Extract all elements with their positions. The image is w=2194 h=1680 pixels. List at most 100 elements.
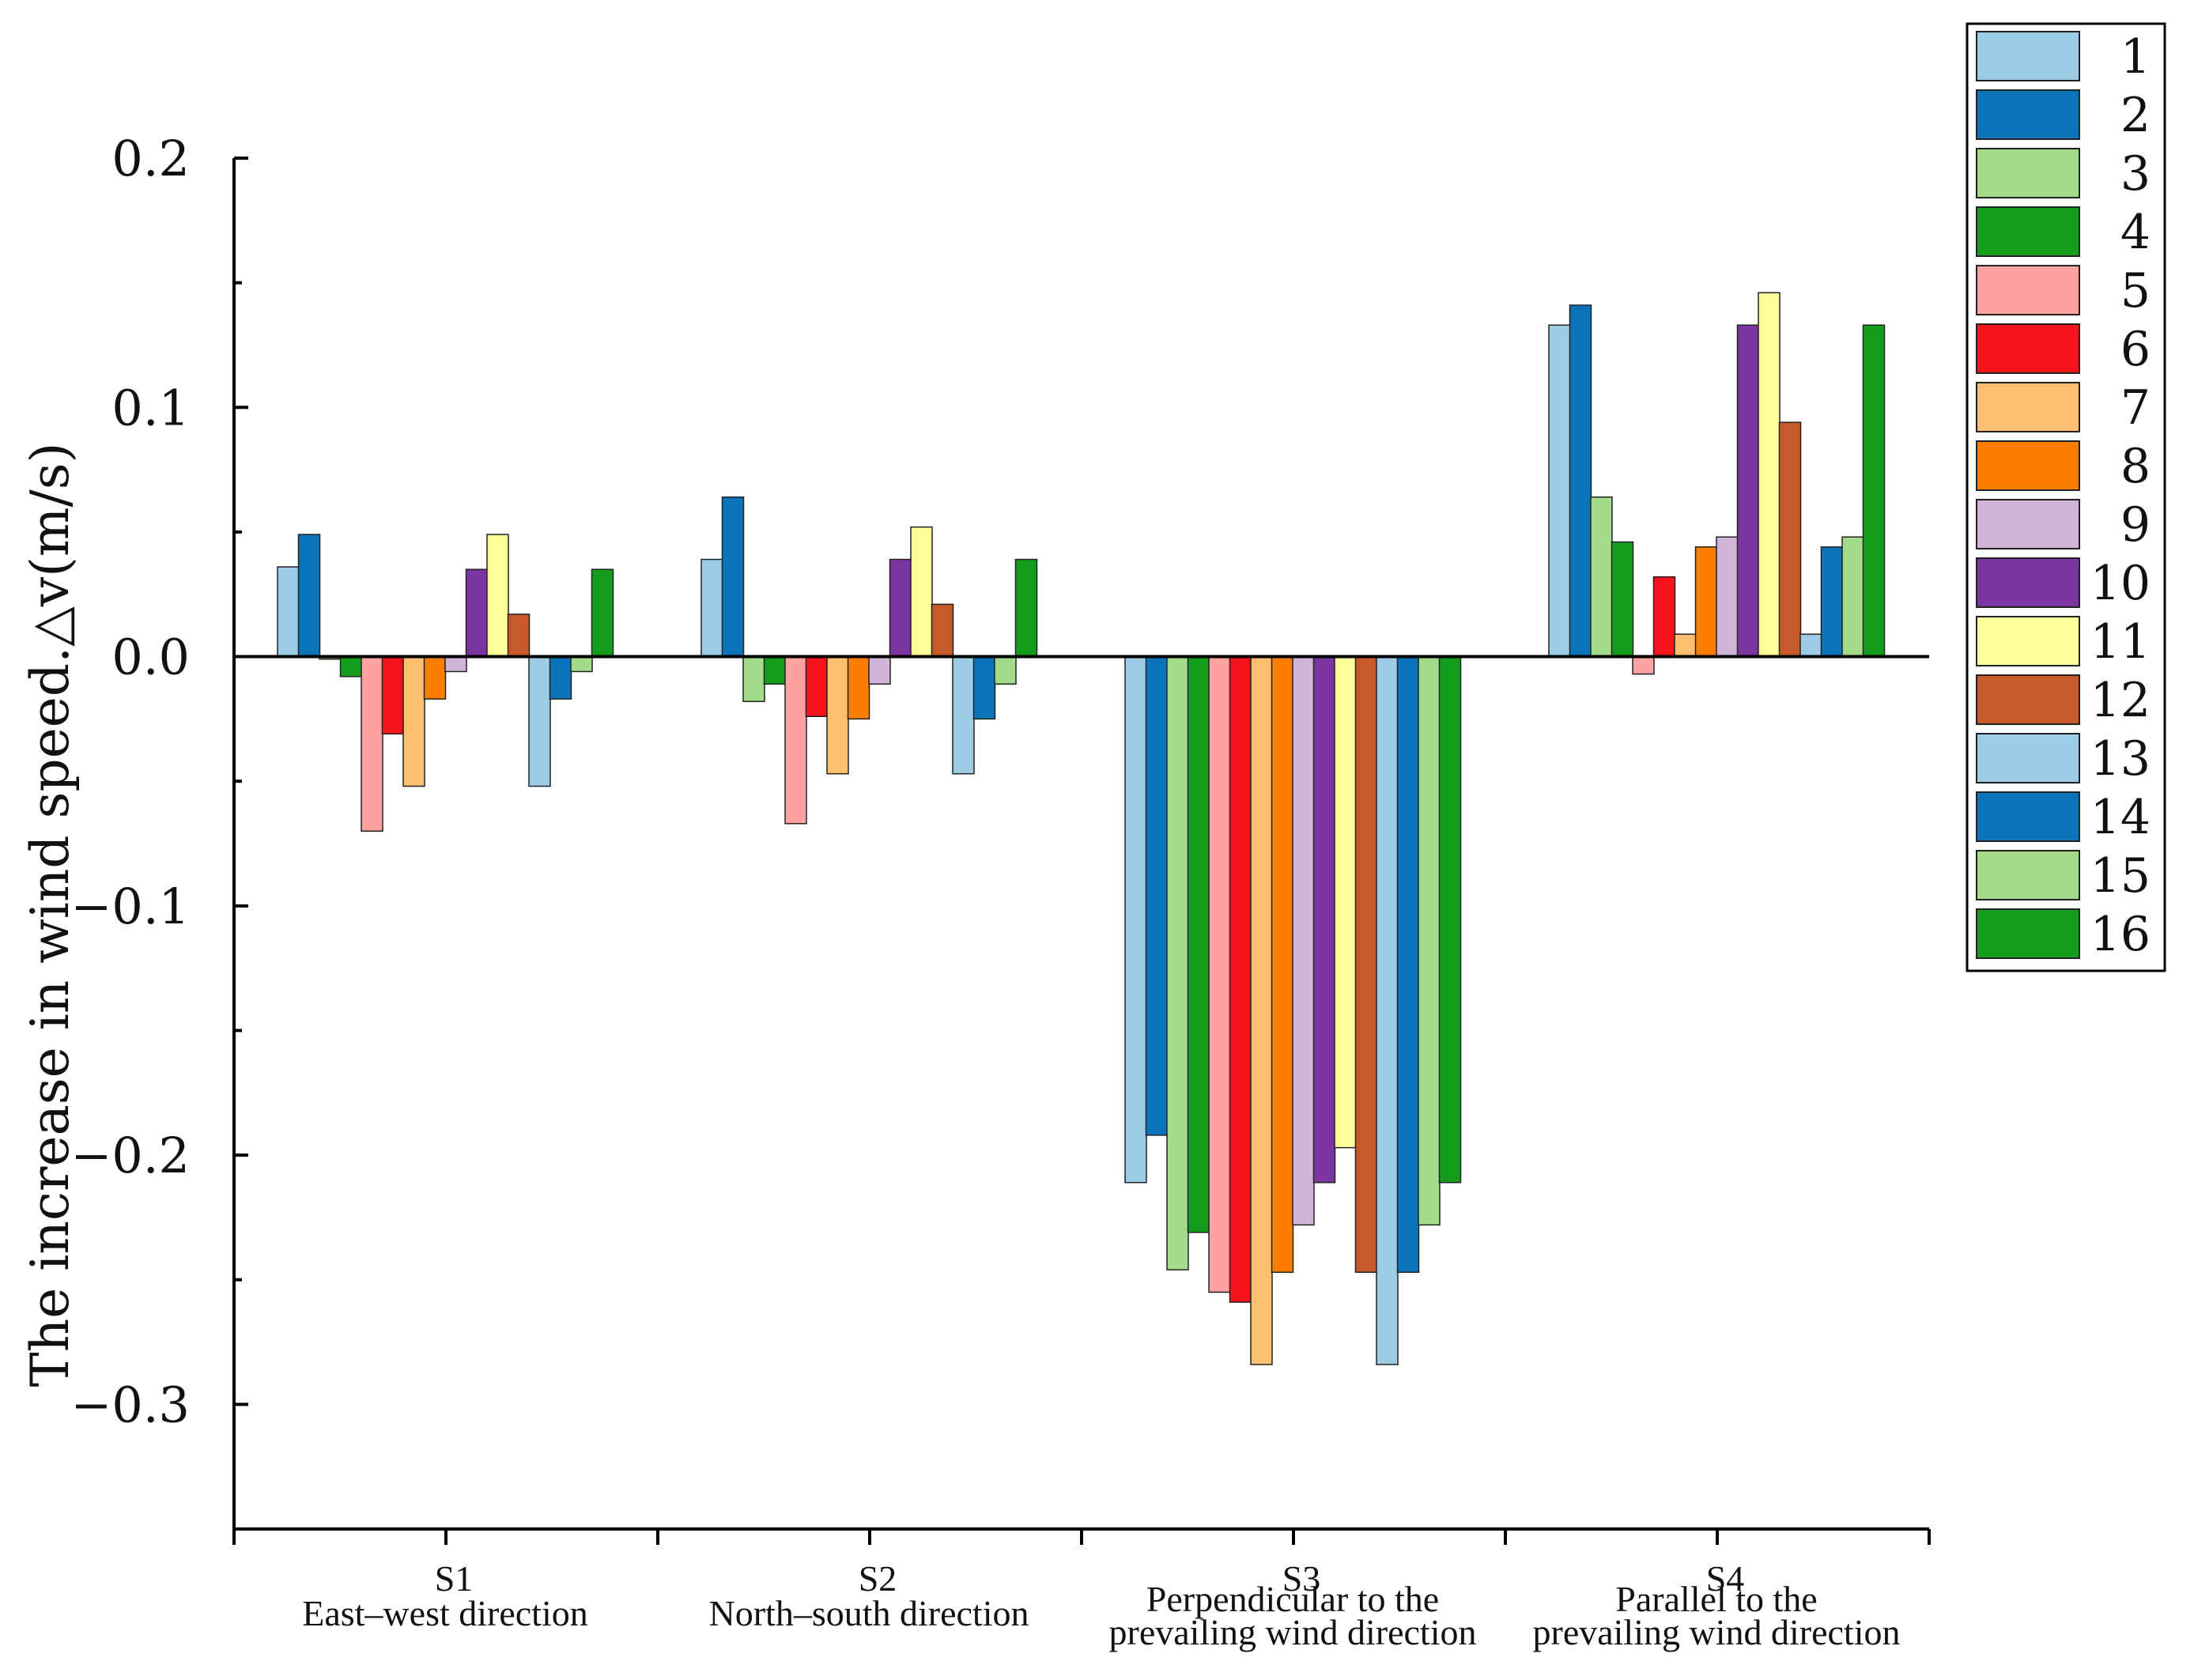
legend-swatch bbox=[1976, 557, 2080, 608]
bar-series-15-S1 bbox=[570, 655, 593, 673]
bar-series-3-S4 bbox=[1590, 496, 1613, 658]
legend-swatch bbox=[1976, 323, 2080, 374]
y-ticks: 0.2 0.1 0.0 −0.1 −0.2 −0.3 bbox=[70, 130, 248, 1531]
bar-series-6-S4 bbox=[1652, 576, 1676, 658]
legend-swatch bbox=[1976, 791, 2080, 842]
x-category-desc: Parallel to the bbox=[1615, 1579, 1817, 1619]
legend-label: 12 bbox=[2090, 673, 2151, 728]
legend-swatch bbox=[1976, 89, 2080, 140]
legend-swatch bbox=[1976, 382, 2080, 432]
y-axis-title: The increase in wind speed.△v(m/s) bbox=[20, 443, 81, 1387]
x-category-code: S3 bbox=[1282, 1558, 1321, 1599]
x-category-code: S1 bbox=[435, 1558, 474, 1599]
legend-swatch bbox=[1976, 148, 2080, 198]
bar-series-11-S1 bbox=[486, 534, 509, 658]
legend-label: 16 bbox=[2090, 907, 2151, 962]
bar-series-4-S1 bbox=[339, 655, 363, 678]
legend-swatch bbox=[1976, 616, 2080, 666]
legend-label: 6 bbox=[2120, 322, 2151, 377]
legend-label: 10 bbox=[2090, 556, 2151, 611]
y-tick-label: 0.1 bbox=[111, 379, 190, 436]
bar-series-11-S3 bbox=[1334, 655, 1357, 1149]
bar-series-1-S3 bbox=[1124, 655, 1147, 1184]
legend-swatch bbox=[1976, 908, 2080, 959]
bar-series-5-S1 bbox=[361, 655, 383, 832]
bar-series-5-S4 bbox=[1632, 655, 1655, 675]
bar-series-7-S1 bbox=[402, 655, 425, 787]
bar-series-4-S4 bbox=[1611, 541, 1634, 658]
x-category-code: S2 bbox=[859, 1558, 897, 1599]
bar-series-16-S2 bbox=[1014, 558, 1038, 658]
legend-swatch bbox=[1976, 850, 2080, 900]
axes-layer bbox=[232, 158, 1929, 1531]
bar-series-4-S3 bbox=[1187, 655, 1210, 1233]
bar-series-13-S3 bbox=[1376, 655, 1399, 1365]
legend-label: 14 bbox=[2090, 790, 2151, 845]
bar-series-8-S4 bbox=[1694, 546, 1718, 658]
bar-series-7-S4 bbox=[1674, 633, 1697, 658]
bar-series-5-S3 bbox=[1208, 655, 1231, 1293]
legend-label: 2 bbox=[2120, 88, 2151, 143]
bar-series-2-S4 bbox=[1569, 304, 1592, 658]
x-category-desc: Perpendicular to the bbox=[1146, 1579, 1439, 1619]
legend-swatch bbox=[1976, 674, 2080, 725]
bar-series-2-S1 bbox=[297, 534, 321, 658]
bar-series-12-S2 bbox=[931, 603, 954, 658]
bar-series-11-S2 bbox=[910, 526, 933, 658]
bar-series-10-S2 bbox=[889, 558, 912, 658]
bar-series-12-S4 bbox=[1778, 421, 1802, 658]
bar-series-4-S2 bbox=[763, 655, 787, 685]
x-category-desc: East–west direction bbox=[302, 1593, 588, 1633]
legend-label: 13 bbox=[2090, 731, 2151, 787]
bar-series-10-S1 bbox=[465, 568, 489, 658]
legend-label: 11 bbox=[2090, 614, 2151, 670]
bar-series-9-S4 bbox=[1716, 536, 1739, 658]
bar-series-8-S2 bbox=[847, 655, 870, 720]
legend-swatch bbox=[1976, 440, 2080, 491]
y-tick-label: 0.2 bbox=[111, 130, 190, 187]
bar-series-15-S2 bbox=[994, 655, 1017, 685]
x-category-desc-2: prevailing wind direction bbox=[1533, 1612, 1901, 1652]
bar-series-2-S2 bbox=[721, 496, 745, 658]
legend-swatch bbox=[1976, 31, 2080, 81]
bar-series-10-S4 bbox=[1736, 324, 1760, 658]
bar-series-11-S4 bbox=[1758, 292, 1781, 658]
bar-series-9-S2 bbox=[868, 655, 891, 685]
bar-series-7-S3 bbox=[1250, 655, 1273, 1365]
legend-label: 3 bbox=[2120, 146, 2151, 202]
y-tick-label: −0.3 bbox=[70, 1376, 190, 1433]
legend-swatch bbox=[1976, 206, 2080, 257]
bar-series-3-S2 bbox=[742, 655, 765, 703]
bar-series-8-S3 bbox=[1271, 655, 1294, 1274]
bar-series-12-S1 bbox=[507, 613, 531, 658]
bar-series-13-S2 bbox=[952, 655, 975, 775]
bar-series-7-S2 bbox=[826, 655, 849, 775]
legend-swatch bbox=[1976, 733, 2080, 783]
bars-layer bbox=[277, 292, 1886, 1365]
bar-series-1-S2 bbox=[700, 558, 723, 658]
bar-series-14-S3 bbox=[1396, 655, 1420, 1274]
bar-series-13-S4 bbox=[1799, 633, 1822, 658]
bar-series-1-S4 bbox=[1548, 324, 1571, 658]
legend-label: 5 bbox=[2120, 263, 2151, 319]
bar-series-6-S2 bbox=[805, 655, 829, 717]
legend-label: 7 bbox=[2120, 380, 2151, 436]
legend-label: 1 bbox=[2120, 29, 2151, 85]
bar-series-16-S4 bbox=[1862, 324, 1886, 658]
x-category-desc-2: prevailing wind direction bbox=[1109, 1612, 1477, 1652]
legend-swatch bbox=[1976, 499, 2080, 549]
legend-label: 9 bbox=[2120, 497, 2151, 553]
bar-series-2-S3 bbox=[1145, 655, 1169, 1136]
bar-series-14-S2 bbox=[972, 655, 996, 720]
bar-series-9-S1 bbox=[444, 655, 467, 673]
x-category-desc: North–south direction bbox=[709, 1593, 1029, 1633]
bar-series-12-S3 bbox=[1354, 655, 1378, 1274]
y-tick-label: −0.1 bbox=[70, 878, 190, 935]
bar-series-1-S1 bbox=[277, 566, 300, 658]
x-category-code: S4 bbox=[1706, 1558, 1745, 1599]
legend-label: 15 bbox=[2090, 848, 2151, 904]
bar-series-10-S3 bbox=[1312, 655, 1336, 1184]
bar-series-3-S3 bbox=[1166, 655, 1189, 1270]
